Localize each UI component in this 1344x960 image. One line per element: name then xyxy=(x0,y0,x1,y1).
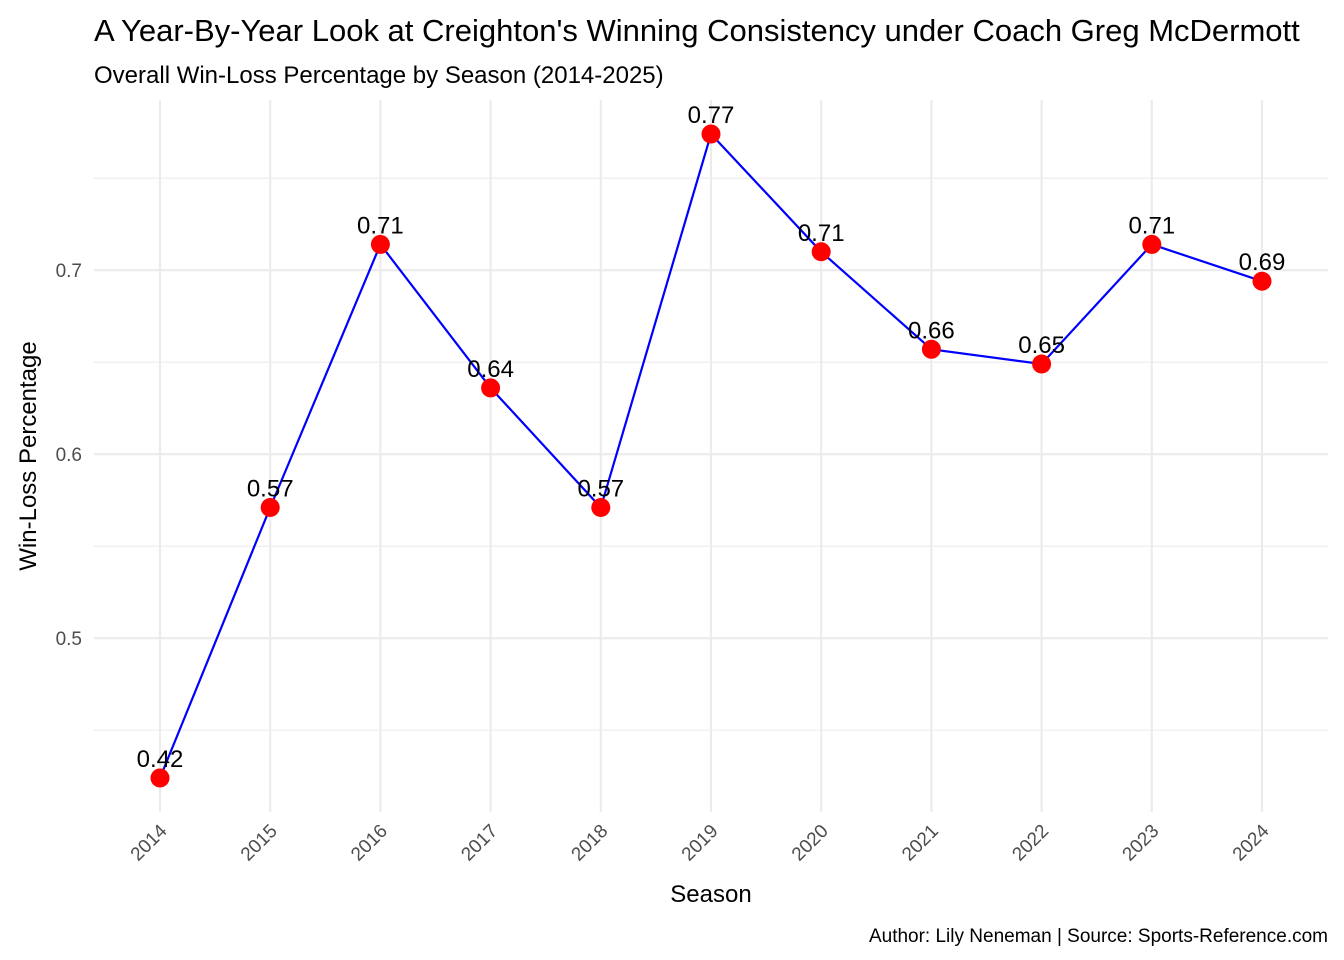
x-tick-label-2023: 2023 xyxy=(1119,821,1164,866)
y-tick-label: 0.7 xyxy=(56,261,82,282)
data-label-2015: 0.57 xyxy=(247,476,294,503)
data-labels: 0.42 0.57 0.71 0.64 0.57 0.77 0.71 0.66 0.65 0.71… xyxy=(137,102,1286,773)
data-label-2016: 0.71 xyxy=(357,212,404,239)
chart-title: A Year-By-Year Look at Creighton's Winni… xyxy=(94,13,1300,48)
data-point-2015 xyxy=(260,498,280,518)
data-point-2017 xyxy=(481,378,501,398)
y-tick-labels: 0.5 0.6 0.7 xyxy=(56,261,82,650)
data-point-2022 xyxy=(1032,354,1052,374)
data-label-2014: 0.42 xyxy=(137,746,184,773)
data-label-2018: 0.57 xyxy=(577,476,624,503)
x-tick-label-2024: 2024 xyxy=(1229,820,1274,865)
x-tick-label-2020: 2020 xyxy=(788,821,833,866)
data-point-2024 xyxy=(1252,271,1272,291)
x-tick-label-2014: 2014 xyxy=(127,820,172,865)
data-point-2021 xyxy=(921,339,941,359)
chart-caption: Author: Lily Neneman | Source: Sports-Re… xyxy=(869,926,1328,947)
x-tick-label-2017: 2017 xyxy=(457,821,502,866)
data-point-2019 xyxy=(701,124,721,144)
x-tick-labels: 2014 2015 2016 2017 2018 2019 2020 2021 2022 2023… xyxy=(127,820,1274,865)
x-tick-label-2016: 2016 xyxy=(347,821,392,866)
data-point-2014 xyxy=(150,768,170,788)
x-tick-label-2018: 2018 xyxy=(568,821,613,866)
data-label-2023: 0.71 xyxy=(1128,212,1175,239)
data-point-2023 xyxy=(1142,234,1162,254)
data-label-2022: 0.65 xyxy=(1018,332,1065,359)
x-tick-label-2015: 2015 xyxy=(237,821,282,866)
data-point-2018 xyxy=(591,498,611,518)
data-point-2016 xyxy=(370,234,390,254)
chart-subtitle: Overall Win-Loss Percentage by Season (2… xyxy=(94,62,664,89)
data-label-2024: 0.69 xyxy=(1239,249,1286,276)
x-tick-label-2022: 2022 xyxy=(1008,821,1053,866)
data-label-2020: 0.71 xyxy=(798,220,845,247)
grid-lines xyxy=(94,100,1328,812)
data-label-2021: 0.66 xyxy=(908,317,955,344)
series-points xyxy=(150,124,1272,788)
y-tick-label: 0.5 xyxy=(56,629,82,650)
data-label-2017: 0.64 xyxy=(467,356,514,383)
data-label-2019: 0.77 xyxy=(688,102,735,129)
data-point-2020 xyxy=(811,242,831,262)
x-tick-label-2019: 2019 xyxy=(678,821,723,866)
x-tick-label-2021: 2021 xyxy=(898,821,943,866)
x-axis-title: Season xyxy=(670,881,751,908)
y-axis-title: Win-Loss Percentage xyxy=(15,341,42,570)
y-tick-label: 0.6 xyxy=(56,445,82,466)
